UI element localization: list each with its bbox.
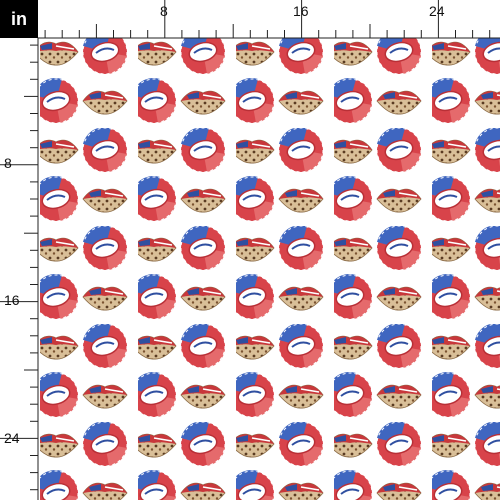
top-ruler-label: 24	[429, 3, 445, 19]
fabric-pattern	[38, 38, 500, 500]
left-ruler-label: 24	[4, 430, 20, 446]
unit-box	[0, 0, 38, 38]
unit-label: in	[11, 9, 27, 29]
top-ruler-label: 8	[160, 3, 168, 19]
left-ruler-label: 8	[4, 155, 12, 171]
top-ruler-label: 16	[293, 3, 309, 19]
left-ruler-label: 16	[4, 292, 20, 308]
